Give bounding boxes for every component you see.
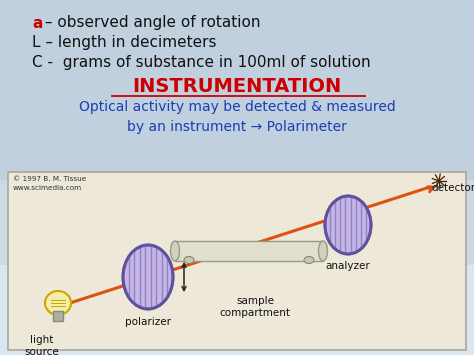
- Text: detector: detector: [431, 183, 474, 193]
- Ellipse shape: [304, 257, 314, 263]
- Text: sample
compartment: sample compartment: [219, 296, 291, 318]
- Ellipse shape: [319, 241, 328, 261]
- Text: Optical activity may be detected & measured
by an instrument → Polarimeter: Optical activity may be detected & measu…: [79, 100, 395, 134]
- Text: C -  grams of substance in 100ml of solution: C - grams of substance in 100ml of solut…: [32, 55, 371, 71]
- Ellipse shape: [171, 241, 180, 261]
- Bar: [53, 311, 63, 321]
- Text: – observed angle of rotation: – observed angle of rotation: [40, 16, 261, 31]
- Text: light
source: light source: [25, 335, 59, 355]
- Ellipse shape: [123, 245, 173, 309]
- Bar: [8, 172, 466, 350]
- Bar: [0, 0, 474, 180]
- Ellipse shape: [325, 196, 371, 254]
- Ellipse shape: [45, 291, 71, 315]
- Text: INSTRUMENTATION: INSTRUMENTATION: [132, 77, 342, 97]
- Bar: [175, 241, 323, 261]
- Text: a: a: [32, 16, 42, 31]
- Bar: [0, 265, 474, 355]
- Ellipse shape: [184, 257, 194, 263]
- Text: L – length in decimeters: L – length in decimeters: [32, 36, 217, 50]
- Text: polarizer: polarizer: [125, 317, 171, 327]
- Bar: [0, 180, 474, 265]
- Text: © 1997 B. M. Tissue
www.scimedia.com: © 1997 B. M. Tissue www.scimedia.com: [13, 176, 86, 191]
- Text: analyzer: analyzer: [326, 261, 370, 271]
